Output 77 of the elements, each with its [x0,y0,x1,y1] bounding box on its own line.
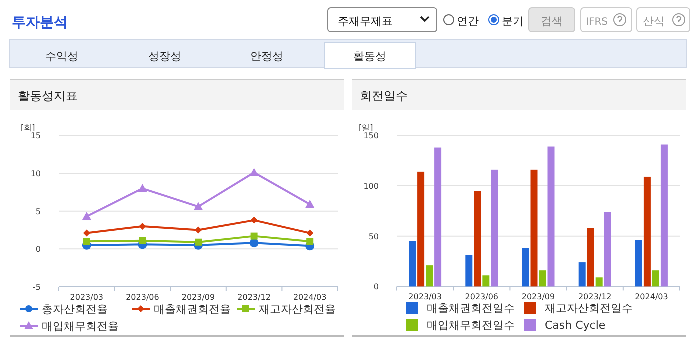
text: 산식 [643,15,665,28]
x-tick-label: 2023/03 [408,292,442,302]
y-axis-title: [회] [21,124,36,133]
point [82,212,92,220]
y-tick-label: 0 [374,282,379,292]
bar [418,172,425,287]
point [250,232,258,240]
y-tick-label: 100 [364,182,379,192]
text: 투자분석 [12,15,68,31]
bar [660,144,668,287]
bar [652,270,660,287]
text: 성장성 [148,50,182,63]
bar [466,255,473,287]
point [83,230,90,237]
bar [491,170,498,287]
bar [644,176,651,287]
point [250,216,258,224]
text: 활동성 [354,50,386,63]
text: 안정성 [250,50,284,63]
y-tick-label: 0 [36,245,41,254]
text: 연간 [457,15,479,28]
point [306,230,314,237]
legend-label: 총자산회전율 [42,303,108,316]
legend-label: 매입채무회전일수 [427,319,515,332]
legend-label: 매출채권회전율 [154,303,231,316]
point [138,184,148,192]
bar [426,266,434,287]
chart-title: 회전일수 [360,89,408,103]
legend-label: 매출채권회전일수 [427,302,515,315]
x-tick-label: 2024/03 [635,292,668,302]
legend-label: 재고자산회전일수 [545,302,633,315]
x-tick-label: 2023/03 [70,293,104,302]
point [83,238,90,246]
text: 주재무제표 [338,15,393,28]
bar [482,276,490,287]
point [195,238,202,246]
y-tick-label: 150 [364,132,379,141]
bar [474,191,482,287]
y-tick-label: 15 [30,132,41,141]
text: 분기 [502,15,524,28]
bar [409,241,416,287]
point [139,237,146,244]
text: 수익성 [46,50,78,63]
bar [530,170,538,287]
bar [434,148,442,287]
x-tick-label: 2024/03 [293,293,327,302]
bar [604,212,612,287]
point [250,168,259,176]
bar [587,228,594,287]
point [306,200,315,208]
y-axis-title: [일] [359,124,374,133]
point [306,238,314,246]
legend-label: Cash Cycle [545,319,606,332]
x-tick-label: 2023/09 [182,293,216,302]
bar [548,146,555,287]
chart-title: 활동성지표 [18,89,78,103]
x-tick-label: 2023/09 [522,292,556,302]
x-tick-label: 2023/06 [465,292,499,302]
bar [522,248,530,287]
y-tick-label: 5 [36,207,41,216]
bar [635,240,642,287]
y-tick-label: 50 [368,232,379,242]
x-tick-label: 2023/06 [126,293,160,302]
bar [539,270,546,287]
bar [578,262,586,287]
x-tick-label: 2023/12 [238,293,271,302]
point [194,202,203,210]
x-tick-label: 2023/12 [578,292,612,302]
point [195,226,202,234]
y-tick-label: -5 [33,283,41,292]
y-tick-label: 10 [30,170,41,179]
text: IFRS [586,17,608,28]
point [139,222,146,230]
text: 검색 [541,15,563,28]
bar [596,278,603,287]
legend-label: 재고자산회전율 [259,303,336,316]
legend-label: 매입채무회전율 [42,320,119,333]
